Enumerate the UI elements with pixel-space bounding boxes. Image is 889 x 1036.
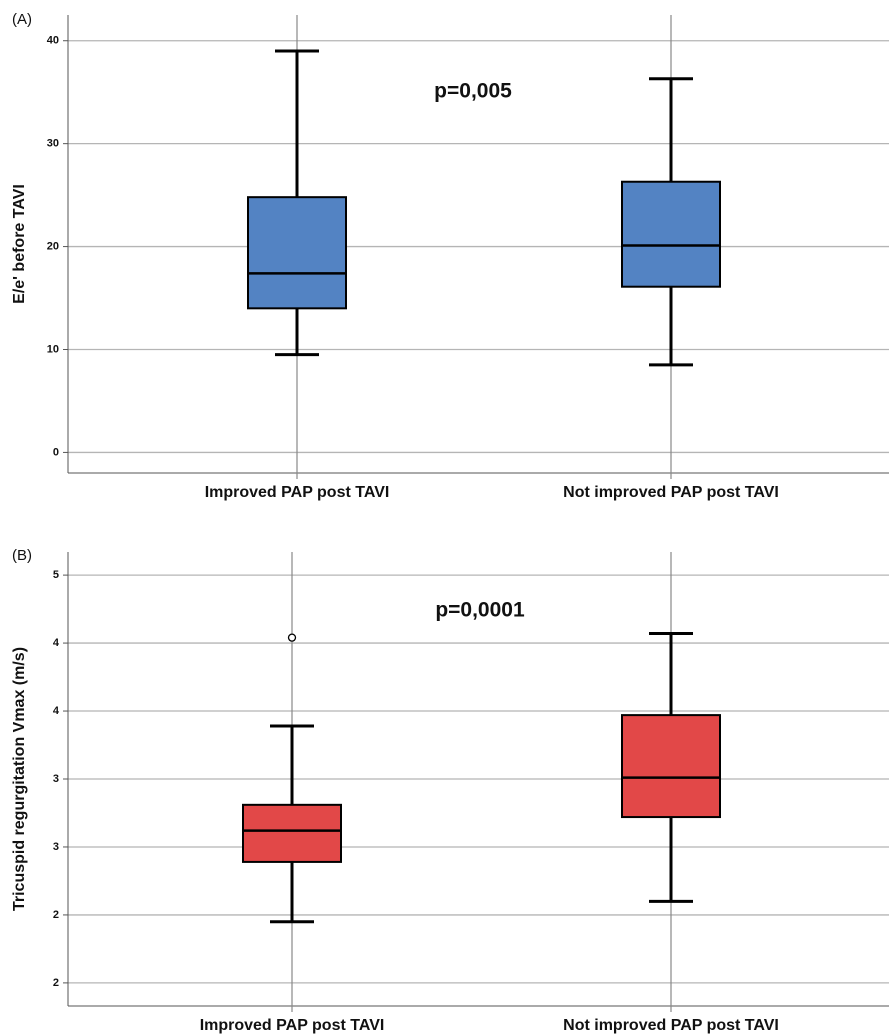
y-tick-label: 2 bbox=[53, 909, 59, 921]
x-tick-label: Not improved PAP post TAVI bbox=[563, 484, 779, 501]
x-tick-label: Not improved PAP post TAVI bbox=[563, 1017, 779, 1034]
y-tick-label: 40 bbox=[47, 35, 59, 47]
panel-label: (B) bbox=[12, 547, 32, 564]
annotation: p=0,0001 bbox=[435, 599, 525, 622]
y-tick-label: 4 bbox=[53, 637, 60, 649]
annotation: p=0,005 bbox=[434, 80, 512, 103]
y-tick-label: 4 bbox=[53, 705, 60, 717]
y-tick-label: 10 bbox=[47, 343, 59, 355]
outlier bbox=[287, 633, 297, 642]
y-tick-label: 3 bbox=[53, 841, 59, 853]
y-tick-label: 2 bbox=[53, 977, 59, 989]
y-tick-label: 30 bbox=[47, 138, 59, 150]
box bbox=[621, 180, 721, 288]
x-tick-label: Improved PAP post TAVI bbox=[200, 1017, 385, 1034]
y-axis-title: E/e' before TAVI bbox=[11, 184, 28, 304]
y-tick-label: 3 bbox=[53, 773, 59, 785]
box bbox=[621, 714, 721, 819]
box bbox=[242, 803, 342, 863]
y-tick-label: 0 bbox=[53, 446, 59, 458]
panel-label: (A) bbox=[12, 11, 32, 28]
y-axis-title: Tricuspid regurgitation Vmax (m/s) bbox=[11, 647, 28, 911]
y-tick-label: 20 bbox=[47, 240, 59, 252]
y-tick-label: 5 bbox=[53, 569, 59, 581]
x-tick-label: Improved PAP post TAVI bbox=[205, 484, 390, 501]
box bbox=[247, 196, 347, 310]
